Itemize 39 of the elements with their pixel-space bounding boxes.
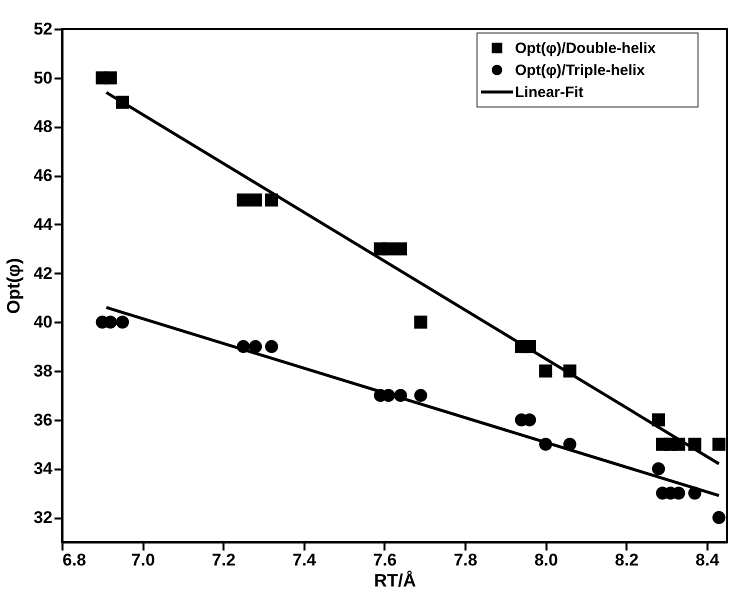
point	[104, 71, 117, 84]
point	[236, 193, 250, 207]
y-tick-label: 32	[34, 508, 52, 528]
y-tick-label: 50	[34, 68, 52, 88]
y-tick-label: 34	[34, 459, 54, 478]
point	[712, 438, 726, 451]
point	[265, 340, 278, 354]
y-tick-label: 42	[34, 264, 52, 283]
x-tick-label: 7.2	[212, 550, 236, 570]
point	[652, 462, 666, 476]
legend-label: Opt(φ)/Triple-helix	[515, 62, 646, 79]
x-tick-label: 8.2	[614, 550, 639, 570]
y-tick-label: 44	[34, 214, 54, 234]
y-tick-label: 36	[34, 410, 52, 430]
y-tick-label: 40	[34, 312, 52, 332]
x-tick-label: 7.6	[373, 550, 397, 570]
y-axis-title: Opt(φ)	[4, 258, 24, 314]
x-tick-label: 7.0	[131, 550, 155, 570]
point	[414, 388, 428, 402]
point	[382, 242, 395, 256]
y-tick-label: 46	[34, 166, 52, 186]
point	[394, 242, 408, 256]
point	[248, 340, 262, 354]
point	[712, 511, 726, 524]
x-tick-label: 6.8	[62, 550, 86, 570]
x-tick-label: 7.4	[292, 550, 317, 570]
y-tick-label: 52	[34, 20, 52, 38]
x-axis-title: RT/Å	[374, 570, 416, 590]
y-tick-label: 48	[34, 117, 52, 136]
point	[116, 316, 129, 329]
x-tick-label: 7.8	[454, 550, 478, 570]
y-tick-label: 38	[34, 362, 52, 380]
point	[414, 316, 428, 329]
legend-label: Opt(φ)/Double-helix	[515, 40, 656, 57]
legend-label: Linear-Fit	[515, 84, 584, 101]
x-tick-label: 8.0	[534, 550, 558, 570]
point	[248, 193, 262, 207]
x-tick-label: 8.4	[696, 550, 720, 570]
point	[539, 364, 552, 378]
